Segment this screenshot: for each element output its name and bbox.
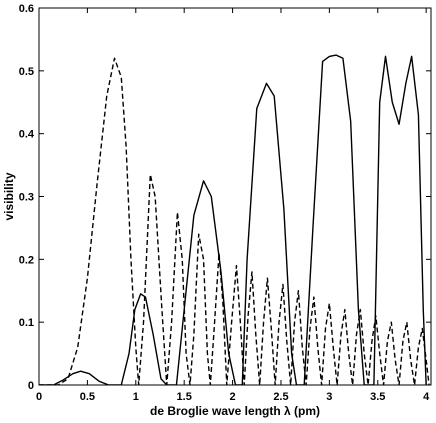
x-tick-label: 0.5 [80,391,95,403]
x-tick-label: 4 [423,391,430,403]
x-tick-label: 3.5 [370,391,385,403]
y-tick-label: 0.2 [19,254,34,266]
x-tick-label: 2 [230,391,236,403]
y-tick-label: 0.1 [19,317,34,329]
x-tick-label: 3 [326,391,332,403]
y-tick-label: 0.4 [19,129,35,141]
y-tick-label: 0.6 [19,3,34,15]
y-axis-title: visibility [2,172,16,220]
solid-series-line [39,54,427,385]
x-tick-label: 0 [36,391,42,403]
x-tick-label: 2.5 [273,391,288,403]
y-tick-label: 0.5 [19,66,34,78]
x-axis-title: de Broglie wave length λ (pm) [150,404,320,418]
y-tick-label: 0 [28,380,34,392]
x-tick-label: 1.5 [177,391,192,403]
plot-frame [38,7,432,386]
axis-ticks: 0 0.5 1 1.5 2 2.5 3 3.5 4 0 0.1 0.2 0.3 0.4 0.5 0.6 [19,3,431,403]
x-tick-label: 1 [133,391,139,403]
y-tick-label: 0.3 [19,192,34,204]
dashed-series-line [39,57,430,385]
